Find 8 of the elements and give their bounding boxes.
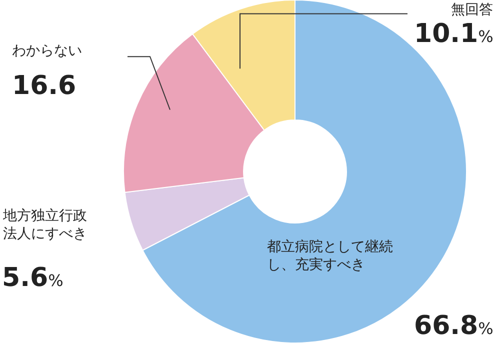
- data-label: 10.1%: [414, 19, 494, 49]
- data-label: 5.6%: [2, 263, 64, 293]
- slice-label: 都立病院として継続し、充実すべき: [267, 239, 393, 274]
- slice-label: 地方独立行政法人にすべき: [2, 208, 87, 242]
- slice-label: 無回答: [451, 2, 493, 18]
- slice-label: わからない: [12, 43, 82, 59]
- data-label: 66.8%: [414, 311, 494, 341]
- data-label: 16.6: [12, 71, 76, 101]
